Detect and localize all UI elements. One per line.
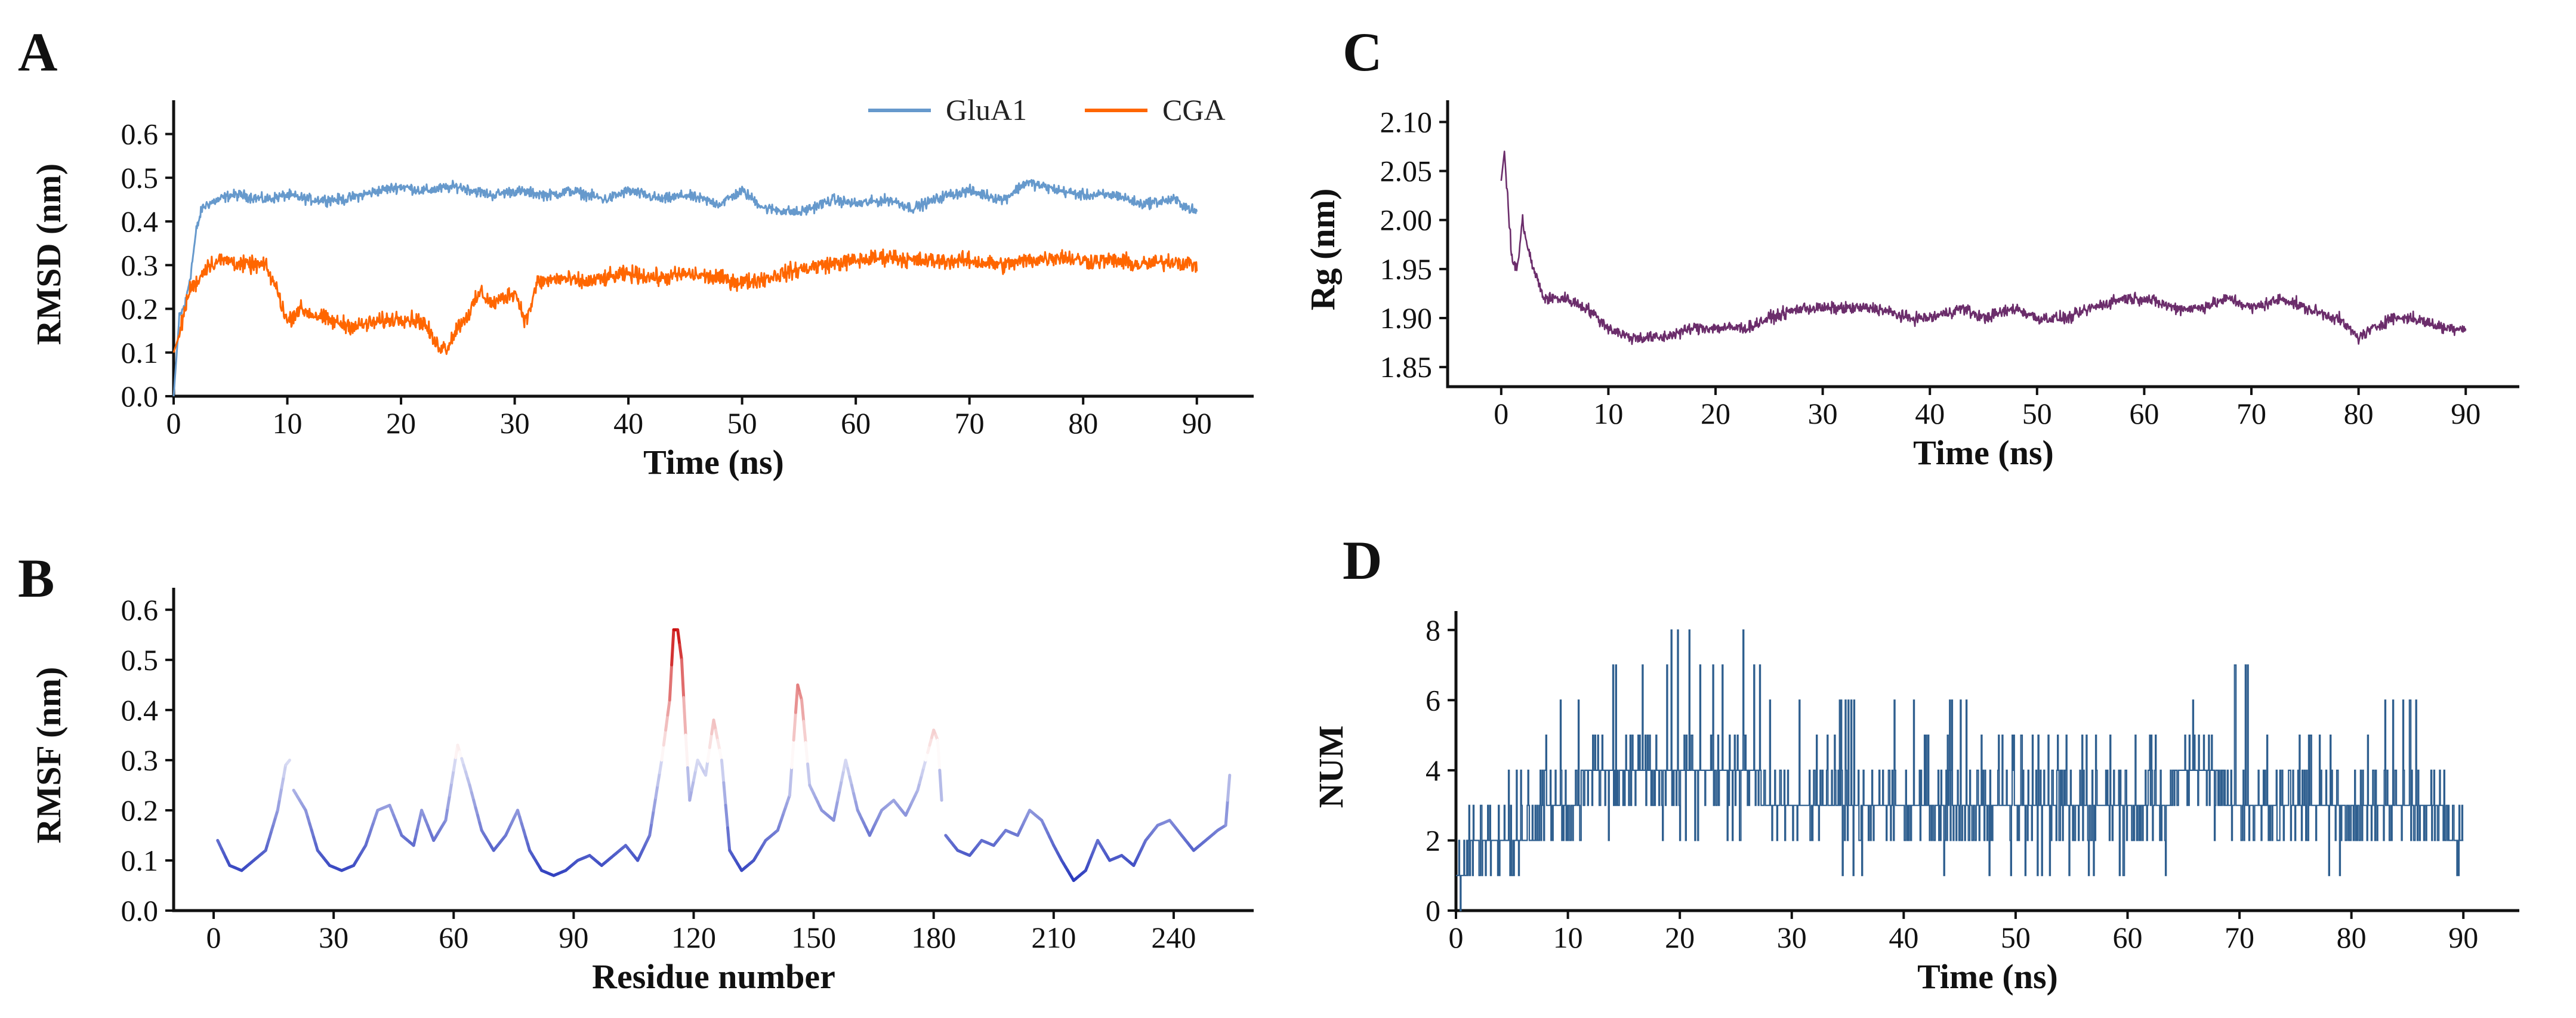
x-axis-title: Time (ns) (1917, 957, 2058, 996)
x-tick-label: 70 (2236, 397, 2266, 430)
panel-c: C 0 10 20 30 40 50 60 70 80 90 1.85 1.90 1.95 2.00 2.05… (1303, 21, 2519, 472)
y-tick-label: 1.95 (1380, 252, 1433, 286)
x-tick-label: 40 (1915, 397, 1945, 430)
x-tick-label: 80 (2337, 921, 2367, 954)
rmsf-segment (944, 773, 1232, 883)
x-tick-label: 40 (613, 406, 643, 440)
x-tick-label: 70 (2225, 921, 2254, 954)
x-tick-label: 60 (2129, 397, 2159, 430)
x-tick-label: 50 (2022, 397, 2052, 430)
axes-b (172, 588, 1254, 912)
x-tick-label: 30 (1777, 921, 1807, 954)
x-tick-label: 20 (386, 406, 416, 440)
series-line-glua1 (172, 179, 1198, 397)
y-tick-label: 0.5 (121, 643, 159, 677)
y-tick-label: 0.4 (121, 693, 159, 727)
rmsf-segment (216, 758, 291, 872)
y-tick-label: 2.05 (1380, 155, 1433, 188)
x-tick-label: 50 (2001, 921, 2031, 954)
legend-label-glua1: GluA1 (946, 93, 1027, 127)
x-tick-label: 0 (1494, 397, 1508, 430)
x-tick-label: 90 (1182, 406, 1212, 440)
hbond-count-line (1456, 629, 2464, 912)
x-tick-label: 20 (1665, 921, 1695, 954)
axes-c (1446, 100, 2519, 388)
y-tick-label: 2 (1426, 823, 1440, 857)
x-tick-label: 210 (1031, 921, 1076, 954)
y-tick-label: 0.1 (121, 844, 159, 877)
x-tick-label: 60 (841, 406, 871, 440)
x-axis-title: Time (ns) (643, 443, 784, 482)
y-tick-label: 0.2 (121, 794, 159, 827)
y-axis-title: Rg (nm) (1303, 189, 1342, 311)
panel-letter-c: C (1343, 21, 1382, 82)
x-tick-label: 30 (500, 406, 530, 440)
y-tick-label: 0.0 (121, 380, 159, 413)
legend-label-cga: CGA (1162, 93, 1226, 127)
x-tick-label: 0 (1449, 921, 1464, 954)
y-tick-label: 0.0 (121, 894, 159, 927)
x-tick-label: 50 (727, 406, 757, 440)
x-tick-label: 60 (439, 921, 468, 954)
panel-letter-b: B (18, 548, 54, 609)
x-tick-label: 40 (1889, 921, 1918, 954)
y-tick-label: 0.1 (121, 336, 159, 369)
series-line-cga (172, 248, 1198, 355)
x-axis-title: Time (ns) (1913, 433, 2054, 472)
y-tick-label: 0.3 (121, 744, 159, 777)
x-tick-label: 0 (166, 406, 181, 440)
panel-b: B 0 30 60 90 120 150 180 210 240 0.0 0.1 0.2 0.3 0.4 0.… (18, 548, 1254, 996)
x-tick-label: 20 (1701, 397, 1730, 430)
x-tick-label: 60 (2112, 921, 2142, 954)
y-tick-label: 0.3 (121, 248, 159, 282)
x-tick-label: 10 (1553, 921, 1583, 954)
x-tick-label: 90 (2451, 397, 2481, 430)
x-tick-label: 90 (2448, 921, 2478, 954)
y-tick-label: 0.5 (121, 161, 159, 195)
x-tick-label: 10 (273, 406, 303, 440)
x-tick-label: 30 (1808, 397, 1838, 430)
y-axis-title: RMSF (nm) (29, 667, 68, 844)
axes-a (172, 100, 1254, 398)
y-tick-label: 0.4 (121, 205, 159, 238)
x-tick-label: 120 (671, 921, 716, 954)
series-line-rg (1500, 150, 2467, 345)
x-axis-title: Residue number (592, 957, 835, 996)
y-axis-title: RMSD (nm) (29, 164, 68, 345)
y-tick-label: 1.90 (1380, 301, 1433, 335)
x-tick-label: 80 (2344, 397, 2374, 430)
y-tick-label: 0.6 (121, 118, 159, 151)
y-tick-label: 0.6 (121, 593, 159, 627)
y-tick-label: 2.00 (1380, 203, 1433, 237)
x-tick-label: 70 (955, 406, 985, 440)
panel-a: A 0 10 20 30 40 50 60 70 80 90 0.0 0.1 0.2 0.3 0.4 0.5 0.… (18, 21, 1254, 482)
x-tick-label: 10 (1593, 397, 1623, 430)
panel-letter-d: D (1343, 530, 1382, 591)
x-tick-label: 80 (1068, 406, 1098, 440)
x-tick-label: 90 (559, 921, 588, 954)
x-tick-label: 180 (911, 921, 956, 954)
rmsf-segment (292, 628, 943, 877)
y-tick-label: 4 (1426, 754, 1440, 787)
x-tick-label: 0 (206, 921, 221, 954)
y-tick-label: 8 (1426, 613, 1440, 647)
panel-letter-a: A (18, 21, 57, 82)
x-tick-label: 150 (791, 921, 836, 954)
y-tick-label: 0 (1426, 894, 1440, 927)
panel-d: D 0 10 20 30 40 50 60 70 80 90 0 2 4 6 8 Time (ns) NUM (1312, 530, 2519, 996)
x-tick-label: 240 (1151, 921, 1196, 954)
y-tick-label: 6 (1426, 683, 1440, 717)
x-tick-label: 30 (319, 921, 348, 954)
y-tick-label: 1.85 (1380, 350, 1433, 384)
y-tick-label: 2.10 (1380, 105, 1433, 138)
y-axis-title: NUM (1312, 726, 1350, 809)
y-tick-label: 0.2 (121, 292, 159, 326)
